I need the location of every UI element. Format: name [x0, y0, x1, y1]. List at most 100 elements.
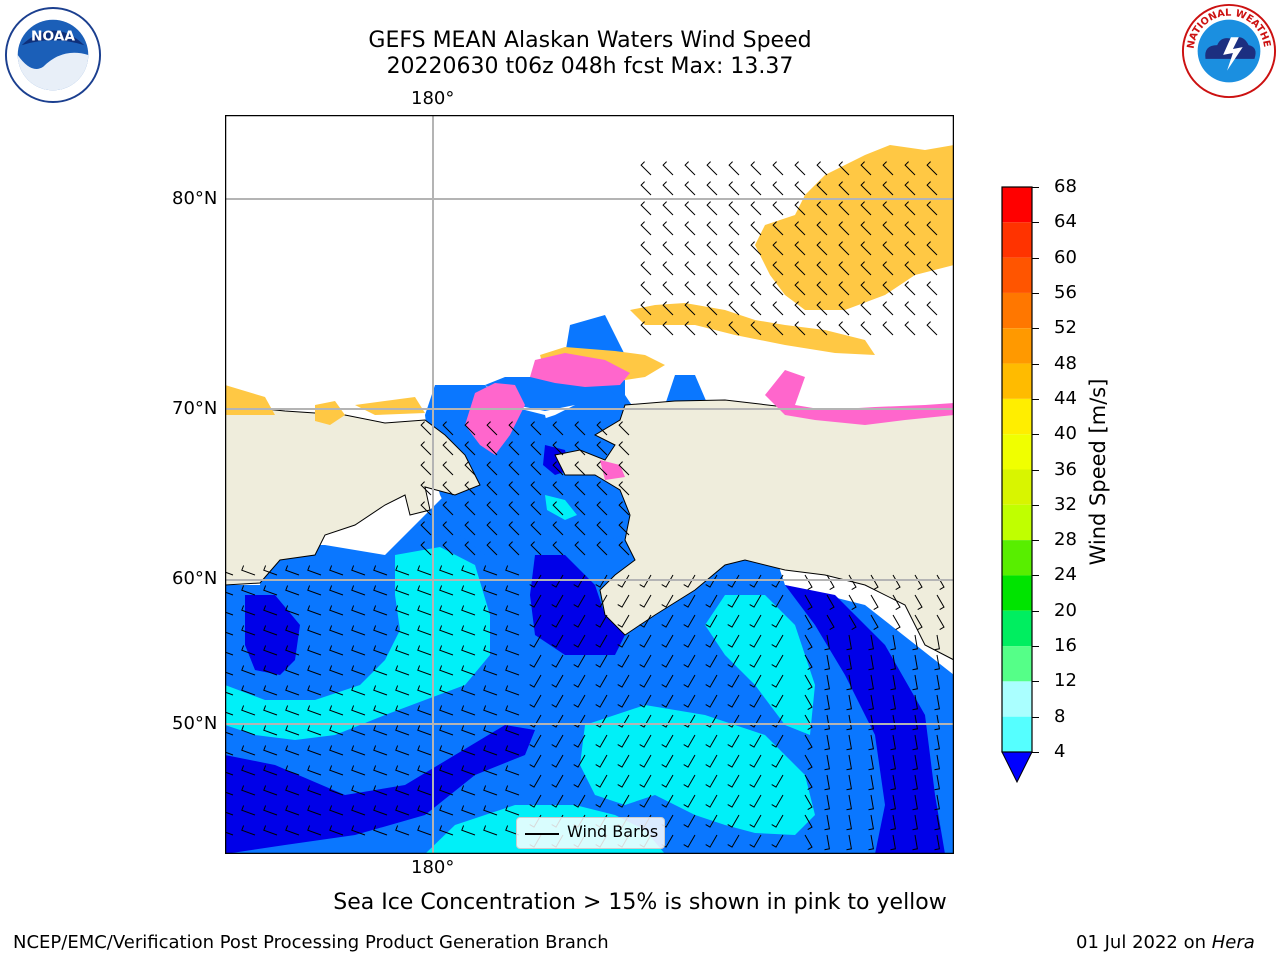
- wind-barb: [838, 321, 850, 336]
- wind-barb: [749, 754, 762, 768]
- wind-barb: [551, 674, 564, 688]
- wind-barb: [661, 634, 674, 648]
- colorbar-tick-label: 4: [1054, 741, 1066, 762]
- wind-barb: [351, 825, 366, 836]
- wind-barb: [750, 261, 762, 276]
- wind-barb: [824, 794, 830, 811]
- wind-barb: [662, 221, 674, 236]
- wind-barb: [486, 521, 498, 536]
- colorbar-tick: [1032, 681, 1039, 683]
- wind-barb: [639, 674, 652, 688]
- wind-barb: [373, 565, 388, 576]
- calm-region-gulf: [785, 585, 945, 854]
- wind-barb: [530, 501, 542, 516]
- wind-barb: [420, 481, 432, 496]
- wind-barb: [683, 754, 696, 768]
- wind-barb: [771, 734, 784, 748]
- wind-barb: [868, 714, 874, 731]
- wind-barb: [684, 301, 696, 316]
- wind-barb: [551, 714, 564, 728]
- wind-barb: [662, 241, 674, 256]
- wind-barb: [351, 725, 366, 736]
- wind-barb: [505, 625, 520, 636]
- wind-barb: [705, 774, 718, 788]
- wind-barb: [846, 654, 852, 671]
- lon-label-top: 180°: [411, 88, 455, 109]
- wind-barb: [728, 241, 740, 256]
- wind-barb: [529, 634, 542, 648]
- wind-barb: [351, 765, 366, 776]
- wind-barb: [794, 261, 806, 276]
- wind-barb: [417, 605, 432, 616]
- wind-barb: [794, 301, 806, 316]
- wind-barb: [892, 614, 901, 631]
- wind-barb: [551, 594, 564, 608]
- wind-barb: [439, 645, 454, 656]
- wind-barb: [552, 481, 564, 496]
- wind-barb: [395, 645, 410, 656]
- wind-barb: [727, 654, 740, 668]
- wind-barb: [505, 725, 520, 736]
- wind-barb: [804, 654, 813, 671]
- wind-barb: [263, 705, 278, 716]
- colorbar-box: [1002, 363, 1032, 399]
- wind-barb: [241, 625, 256, 636]
- wind-band-gulf: [705, 595, 815, 735]
- wind-barb: [816, 221, 828, 236]
- wind-barb: [241, 725, 256, 736]
- wind-barb: [683, 814, 696, 828]
- wind-barb: [530, 461, 542, 476]
- wind-barb: [662, 161, 674, 176]
- wind-barb: [846, 714, 852, 731]
- wind-barb: [505, 705, 520, 716]
- wind-barb: [846, 634, 852, 651]
- wind-barb: [749, 714, 762, 728]
- colorbar-title: Wind Speed [m/s]: [1086, 378, 1110, 566]
- colorbar-box: [1002, 504, 1032, 541]
- wind-barb: [439, 725, 454, 736]
- wind-barb: [684, 261, 696, 276]
- wind-barb: [417, 685, 432, 696]
- wind-barb: [263, 745, 278, 756]
- wind-barb: [225, 611, 234, 616]
- date-text: 01 Jul 2022 on: [1076, 932, 1207, 953]
- wind-barb: [351, 705, 366, 716]
- wind-barb: [461, 625, 476, 636]
- wind-barb: [934, 734, 940, 751]
- wind-barb: [904, 301, 916, 316]
- wind-barb: [508, 441, 520, 456]
- wind-barb: [505, 765, 520, 776]
- wind-barb: [529, 694, 542, 708]
- wind-barb: [728, 281, 740, 296]
- wind-barb: [307, 745, 322, 756]
- wind-barb: [683, 714, 696, 728]
- wind-barb: [263, 765, 278, 776]
- wind-barb: [640, 301, 652, 316]
- wind-barb: [395, 805, 410, 816]
- wind-barb: [530, 481, 542, 496]
- wind-barb: [772, 321, 784, 336]
- wind-barb: [890, 634, 896, 651]
- wind-barb: [464, 421, 476, 436]
- wind-barb: [596, 481, 608, 496]
- wind-barb: [706, 161, 718, 176]
- wind-barb: [483, 685, 498, 696]
- wind-barb: [461, 785, 476, 796]
- wind-barb: [727, 774, 740, 788]
- wind-barb: [225, 591, 234, 596]
- wind-barb: [395, 785, 410, 796]
- colorbar-tick: [1032, 504, 1039, 506]
- wind-barb: [483, 745, 498, 756]
- colorbar-box: [1002, 257, 1032, 293]
- wind-barb: [683, 614, 696, 628]
- wind-barb: [824, 754, 830, 771]
- wind-barb: [824, 654, 830, 671]
- wind-barb: [617, 714, 630, 728]
- wind-barb: [329, 625, 344, 636]
- wind-barb: [934, 654, 940, 671]
- wind-barb: [727, 594, 740, 608]
- wind-barb: [263, 665, 278, 676]
- wind-barb: [882, 221, 894, 236]
- wind-barb: [804, 614, 813, 631]
- wind-barb: [728, 321, 740, 336]
